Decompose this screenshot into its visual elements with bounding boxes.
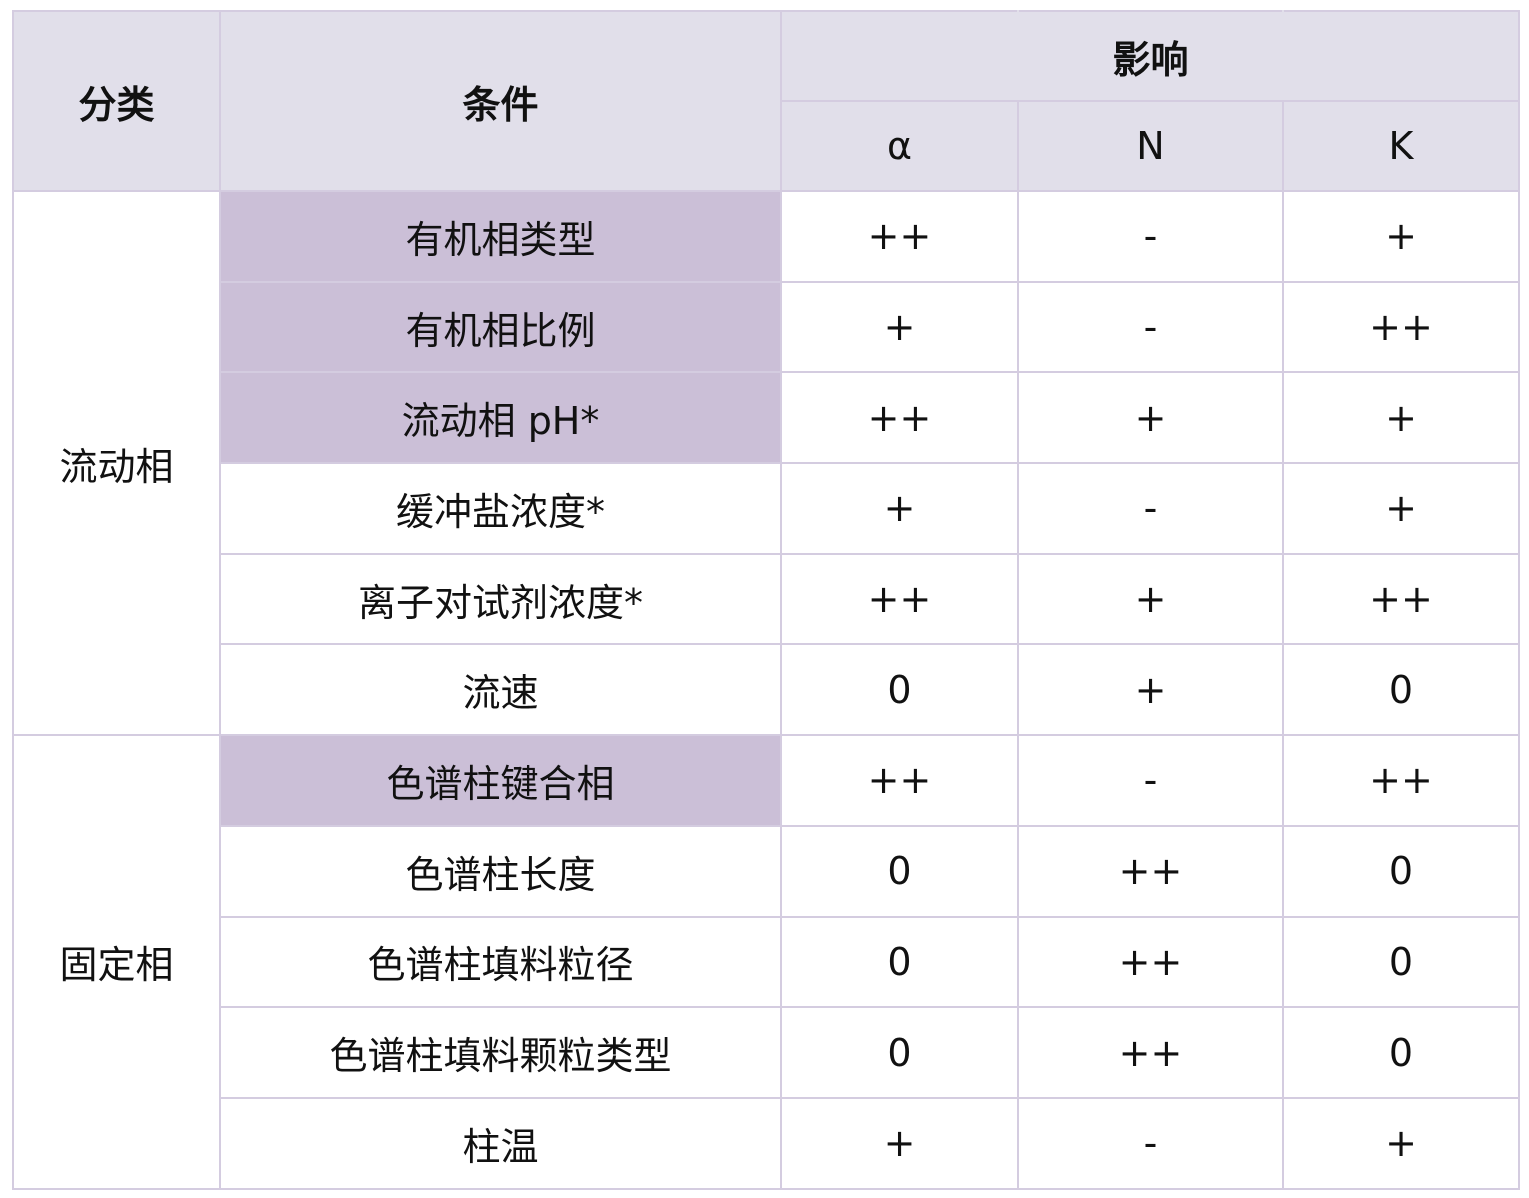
- category-cell: 固定相: [12, 734, 221, 1190]
- n-cell: -: [1017, 734, 1284, 827]
- condition-cell: 色谱柱长度: [219, 824, 782, 918]
- header-n: N: [1017, 100, 1284, 192]
- condition-cell: 缓冲盐浓度*: [219, 462, 782, 555]
- condition-cell: 有机相类型: [219, 190, 782, 283]
- alpha-cell: +: [780, 462, 1019, 555]
- k-cell: +: [1282, 1096, 1520, 1190]
- k-cell: ++: [1282, 552, 1520, 646]
- k-cell: 0: [1282, 915, 1520, 1009]
- header-category: 分类: [12, 10, 221, 192]
- header-effect: 影响: [1017, 10, 1284, 102]
- condition-cell: 流速: [219, 643, 782, 737]
- table-row: 流动相 pH* ++ + +: [13, 371, 1520, 465]
- n-cell: ++: [1017, 915, 1284, 1009]
- alpha-cell: 0: [780, 824, 1019, 918]
- k-cell: +: [1282, 371, 1520, 465]
- condition-cell: 色谱柱填料颗粒类型: [219, 1006, 782, 1099]
- n-cell: +: [1017, 371, 1284, 465]
- k-cell: 0: [1282, 1006, 1520, 1099]
- n-cell: -: [1017, 280, 1284, 374]
- n-cell: -: [1017, 462, 1284, 555]
- table-row: 有机相比例 + - ++: [13, 280, 1520, 374]
- condition-cell: 色谱柱填料粒径: [219, 915, 782, 1009]
- alpha-cell: ++: [780, 552, 1019, 646]
- k-cell: 0: [1282, 824, 1520, 918]
- n-cell: ++: [1017, 824, 1284, 918]
- table-row: 离子对试剂浓度* ++ + ++: [13, 552, 1520, 646]
- table-row: 色谱柱填料颗粒类型 0 ++ 0: [13, 1006, 1520, 1099]
- condition-cell: 有机相比例: [219, 280, 782, 374]
- table-row: 缓冲盐浓度* + - +: [13, 462, 1520, 555]
- condition-cell: 柱温: [219, 1096, 782, 1190]
- alpha-cell: 0: [780, 643, 1019, 737]
- header-k: K: [1282, 100, 1520, 192]
- table-row: 流速 0 +0: [13, 643, 1520, 737]
- table-row: 柱温 + - +: [13, 1096, 1520, 1190]
- condition-cell: 流动相 pH*: [219, 371, 782, 465]
- n-cell: -: [1017, 1096, 1284, 1190]
- k-cell: ++: [1282, 280, 1520, 374]
- n-cell: +: [1017, 643, 1284, 737]
- alpha-cell: +: [780, 1096, 1019, 1190]
- alpha-cell: ++: [780, 371, 1019, 465]
- k-cell: +: [1282, 190, 1520, 283]
- k-cell: +: [1282, 462, 1520, 555]
- effects-table: 分类 条件 影响 α N K 流动相 有机相类型 ++ - + 有机相比例 + - ++ 流动相 …: [12, 10, 1520, 1190]
- n-cell: +: [1017, 552, 1284, 646]
- alpha-cell: 0: [780, 915, 1019, 1009]
- header-alpha: α: [780, 100, 1019, 192]
- condition-cell: 色谱柱键合相: [219, 734, 782, 827]
- table-row: 流动相 有机相类型 ++ - +: [12, 189, 1520, 737]
- header-condition: 条件: [219, 10, 782, 192]
- alpha-cell: 0: [780, 1006, 1019, 1099]
- alpha-cell: ++: [780, 190, 1019, 283]
- k-cell: 0: [1282, 643, 1520, 737]
- k-cell: ++: [1282, 734, 1520, 827]
- alpha-cell: +: [780, 280, 1019, 374]
- n-cell: ++: [1017, 1006, 1284, 1099]
- table-row: 固定相 色谱柱键合相 ++ - ++: [12, 734, 1520, 1190]
- condition-cell: 离子对试剂浓度*: [219, 552, 782, 646]
- alpha-cell: ++: [780, 734, 1019, 827]
- category-cell: 流动相: [12, 189, 221, 737]
- table-row: 色谱柱填料粒径 0 ++ 0: [13, 915, 1520, 1009]
- table-row: 色谱柱长度 0 ++ 0: [13, 824, 1520, 918]
- n-cell: -: [1017, 190, 1284, 283]
